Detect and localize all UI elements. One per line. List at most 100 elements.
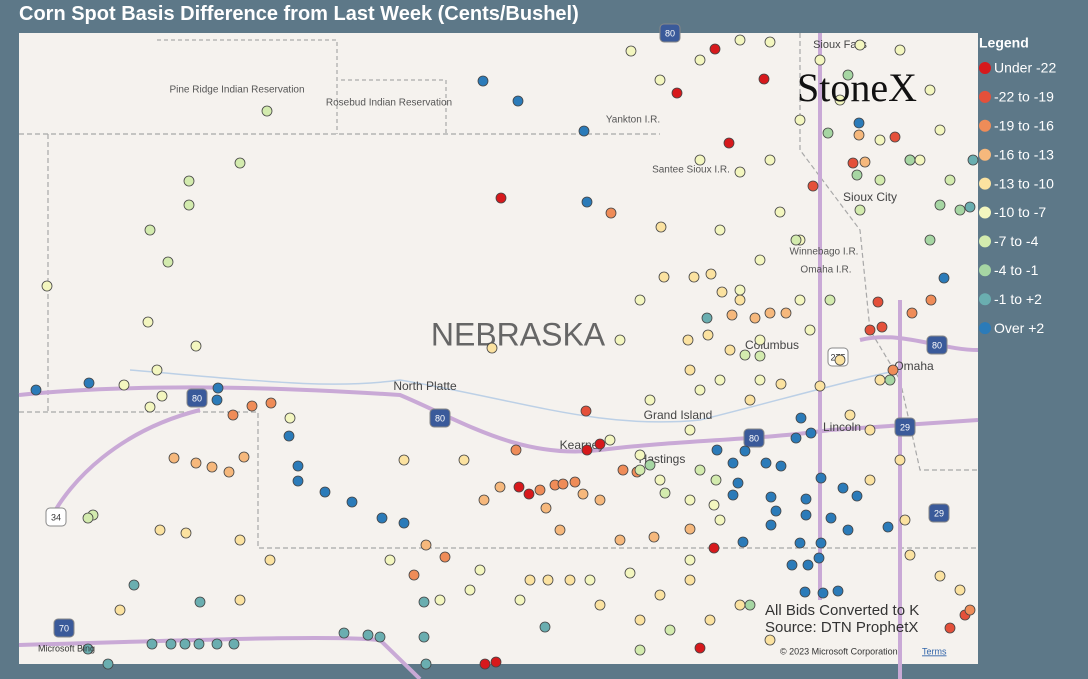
basis-dot (114, 604, 126, 616)
basis-dot (825, 512, 837, 524)
basis-dot (864, 424, 876, 436)
basis-dot (894, 44, 906, 56)
basis-dot (944, 174, 956, 186)
basis-dot (398, 517, 410, 529)
basis-dot (844, 409, 856, 421)
basis-dot (734, 294, 746, 306)
basis-dot (764, 634, 776, 646)
basis-dot (614, 334, 626, 346)
basis-dot (964, 604, 976, 616)
basis-dot (714, 514, 726, 526)
legend-swatch (979, 148, 991, 161)
basis-dot (727, 489, 739, 501)
basis-dot (834, 354, 846, 366)
basis-dot (30, 384, 42, 396)
basis-dot (804, 324, 816, 336)
basis-dot (634, 644, 646, 656)
basis-dot (223, 466, 235, 478)
basis-dot (817, 587, 829, 599)
basis-dot (814, 380, 826, 392)
basis-dot (238, 451, 250, 463)
basis-dot (754, 334, 766, 346)
basis-dot (154, 524, 166, 536)
place-label: Grand Island (644, 408, 713, 422)
legend-label: Under -22 (994, 60, 1056, 76)
highway-label: 70 (59, 623, 69, 633)
basis-dot (764, 307, 776, 319)
place-label: Columbus (745, 338, 799, 352)
basis-dot (118, 379, 130, 391)
basis-dot (594, 599, 606, 611)
basis-dot (876, 321, 888, 333)
highway-shield (743, 428, 765, 448)
basis-dot (734, 284, 746, 296)
basis-dot (162, 256, 174, 268)
basis-dot (180, 527, 192, 539)
basis-dot (786, 559, 798, 571)
highway-label: 80 (192, 393, 202, 403)
basis-dot (694, 54, 706, 66)
terms-link[interactable]: Terms (922, 646, 947, 656)
basis-dot (617, 464, 629, 476)
basis-dot (934, 570, 946, 582)
legend-swatch (979, 322, 991, 335)
basis-dot (434, 594, 446, 606)
basis-dot (749, 312, 761, 324)
basis-dot (824, 294, 836, 306)
basis-dot (711, 444, 723, 456)
basis-dot (790, 432, 802, 444)
highway-label: 80 (665, 28, 675, 38)
legend-label: -10 to -7 (994, 204, 1046, 220)
legend-swatch (979, 264, 991, 277)
basis-dot (724, 344, 736, 356)
basis-dot (684, 554, 696, 566)
basis-dot (887, 364, 899, 376)
basis-dot (246, 400, 258, 412)
place-label: Pine Ridge Indian Reservation (169, 85, 304, 96)
basis-dot (684, 424, 696, 436)
basis-dot (853, 129, 865, 141)
legend-label: Over +2 (994, 320, 1044, 336)
basis-dot (513, 481, 525, 493)
basis-dot (362, 629, 374, 641)
highway-label: 80 (435, 413, 445, 423)
basis-dot (774, 206, 786, 218)
basis-dot (594, 438, 606, 450)
basis-dot (704, 614, 716, 626)
basis-dot (765, 491, 777, 503)
place-label: Yankton I.R. (606, 115, 660, 126)
basis-dot (705, 268, 717, 280)
basis-dot (648, 531, 660, 543)
place-label: NEBRASKA (431, 316, 606, 352)
basis-dot (794, 537, 806, 549)
basis-dot (714, 374, 726, 386)
basis-dot (800, 509, 812, 521)
basis-dot (284, 412, 296, 424)
legend-label: -19 to -16 (994, 118, 1054, 134)
basis-dot (851, 490, 863, 502)
basis-dot (882, 521, 894, 533)
highways (18, 33, 979, 679)
basis-dot (924, 84, 936, 96)
basis-dot (765, 519, 777, 531)
basis-dot (760, 457, 772, 469)
basis-dot (479, 658, 491, 670)
basis-dot (142, 316, 154, 328)
basis-dot (264, 554, 276, 566)
place-label: Kearney (560, 438, 605, 452)
basis-dot (580, 405, 592, 417)
basis-dot (604, 434, 616, 446)
copyright: © 2023 Microsoft Corporation (780, 646, 898, 656)
basis-dot (794, 114, 806, 126)
basis-dot (211, 638, 223, 650)
basis-dot (842, 524, 854, 536)
basis-dot (904, 154, 916, 166)
basis-dot (384, 554, 396, 566)
basis-dot (744, 394, 756, 406)
basis-dot (605, 207, 617, 219)
basis-dot (179, 638, 191, 650)
basis-dot (212, 382, 224, 394)
basis-dot (889, 131, 901, 143)
basis-dot (494, 481, 506, 493)
